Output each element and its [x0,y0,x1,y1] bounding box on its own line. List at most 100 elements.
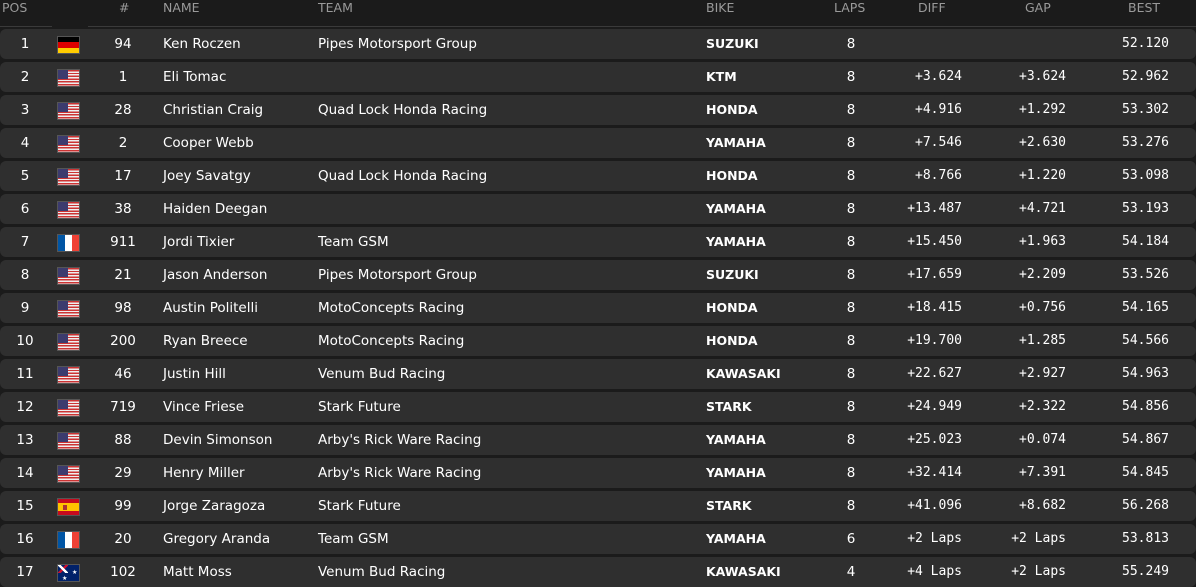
cell-laps: 8 [846,135,856,151]
flag-de-icon [57,36,80,54]
cell-pos: 11 [16,366,34,382]
cell-bike: SUZUKI [706,36,759,51]
results-table: 1 94 Ken Roczen Pipes Motorsport Group SUZUK… [0,29,1196,587]
cell-pos: 15 [16,498,34,514]
cell-team: Arby's Rick Ware Racing [318,432,482,448]
cell-best: 55.249 [1122,564,1169,579]
cell-laps: 8 [846,168,856,184]
cell-bike: HONDA [706,102,758,117]
cell-name: Vince Friese [163,399,244,415]
cell-laps: 8 [846,498,856,514]
table-row[interactable]: 2 1 Eli Tomac KTM 8 +3.624 +3.624 52.962 [0,62,1196,92]
table-row[interactable]: 9 98 Austin Politelli MotoConcepts Racing HO… [0,293,1196,323]
cell-pos: 1 [20,36,30,52]
flag-es-icon [57,498,80,516]
table-row[interactable]: 14 29 Henry Miller Arby's Rick Ware Racing Y… [0,458,1196,488]
cell-team: Team GSM [318,234,389,250]
table-row[interactable]: 3 28 Christian Craig Quad Lock Honda Racing… [0,95,1196,125]
flag-us-icon [57,201,80,219]
cell-num: 2 [118,135,128,151]
cell-num: 102 [110,564,136,580]
col-name[interactable]: NAME [163,0,200,15]
col-best[interactable]: BEST [1128,0,1161,15]
cell-num: 99 [114,498,132,514]
cell-name: Eli Tomac [163,69,227,85]
flag-fr-icon [57,531,80,549]
table-row[interactable]: 5 17 Joey Savatgy Quad Lock Honda Racing HON… [0,161,1196,191]
cell-laps: 8 [846,69,856,85]
cell-best: 54.856 [1122,399,1169,414]
table-row[interactable]: 13 88 Devin Simonson Arby's Rick Ware Racin… [0,425,1196,455]
cell-num: 88 [114,432,132,448]
cell-diff: +7.546 [915,135,962,150]
cell-name: Devin Simonson [163,432,273,448]
cell-diff: +15.450 [907,234,962,249]
cell-team: Arby's Rick Ware Racing [318,465,482,481]
cell-diff: +13.487 [907,201,962,216]
table-row[interactable]: 4 2 Cooper Webb YAMAHA 8 +7.546 +2.630 53.276 [0,128,1196,158]
cell-bike: STARK [706,498,752,513]
cell-best: 53.302 [1122,102,1169,117]
table-row[interactable]: 15 99 Jorge Zaragoza Stark Future STARK 8 +41.… [0,491,1196,521]
cell-gap: +2 Laps [1011,564,1066,579]
table-header: POS # NAME TEAM BIKE LAPS DIFF GAP BEST [0,0,1196,27]
cell-team: Stark Future [318,399,401,415]
table-row[interactable]: 12 719 Vince Friese Stark Future STARK 8 +24.9… [0,392,1196,422]
cell-bike: STARK [706,399,752,414]
cell-laps: 8 [846,234,856,250]
cell-bike: YAMAHA [706,531,766,546]
cell-name: Jordi Tixier [163,234,235,250]
table-row[interactable]: 10 200 Ryan Breece MotoConcepts Racing HONDA… [0,326,1196,356]
flag-us-icon [57,102,80,120]
header-divider-gap [52,25,88,27]
cell-best: 53.276 [1122,135,1169,150]
flag-us-icon [57,300,80,318]
table-row[interactable]: 8 21 Jason Anderson Pipes Motorsport Group S… [0,260,1196,290]
cell-gap: +4.721 [1019,201,1066,216]
cell-name: Jason Anderson [163,267,268,283]
cell-team: Venum Bud Racing [318,564,446,580]
cell-name: Haiden Deegan [163,201,268,217]
cell-bike: HONDA [706,168,758,183]
table-row[interactable]: 16 20 Gregory Aranda Team GSM YAMAHA 6 +2 Laps… [0,524,1196,554]
cell-bike: YAMAHA [706,201,766,216]
cell-best: 54.845 [1122,465,1169,480]
cell-num: 911 [110,234,136,250]
cell-diff: +41.096 [907,498,962,513]
col-diff[interactable]: DIFF [918,0,946,15]
cell-laps: 6 [846,531,856,547]
cell-team: Pipes Motorsport Group [318,36,477,52]
table-row[interactable]: 7 911 Jordi Tixier Team GSM YAMAHA 8 +15.450 +1… [0,227,1196,257]
table-row[interactable]: ★ ★ 17 102 Matt Moss Venum Bud Racing KAWASAKI… [0,557,1196,587]
cell-team: Team GSM [318,531,389,547]
cell-laps: 4 [846,564,856,580]
col-laps[interactable]: LAPS [834,0,866,15]
col-team[interactable]: TEAM [318,0,353,15]
cell-gap: +7.391 [1019,465,1066,480]
col-pos[interactable]: POS [2,0,28,15]
cell-num: 46 [114,366,132,382]
cell-laps: 8 [846,201,856,217]
flag-us-icon [57,267,80,285]
col-num[interactable]: # [119,0,130,15]
cell-bike: SUZUKI [706,267,759,282]
table-row[interactable]: 1 94 Ken Roczen Pipes Motorsport Group SUZUK… [0,29,1196,59]
cell-laps: 8 [846,366,856,382]
cell-diff: +22.627 [907,366,962,381]
col-gap[interactable]: GAP [1025,0,1051,15]
cell-name: Matt Moss [163,564,232,580]
cell-diff: +3.624 [915,69,962,84]
cell-best: 54.566 [1122,333,1169,348]
flag-us-icon [57,399,80,417]
cell-name: Jorge Zaragoza [163,498,266,514]
cell-best: 54.963 [1122,366,1169,381]
cell-best: 54.165 [1122,300,1169,315]
table-row[interactable]: 11 46 Justin Hill Venum Bud Racing KAWASAKI 8… [0,359,1196,389]
cell-num: 20 [114,531,132,547]
cell-gap: +2.927 [1019,366,1066,381]
col-bike[interactable]: BIKE [706,0,735,15]
cell-laps: 8 [846,465,856,481]
cell-gap: +2.209 [1019,267,1066,282]
cell-pos: 16 [16,531,34,547]
table-row[interactable]: 6 38 Haiden Deegan YAMAHA 8 +13.487 +4.721 53.1… [0,194,1196,224]
